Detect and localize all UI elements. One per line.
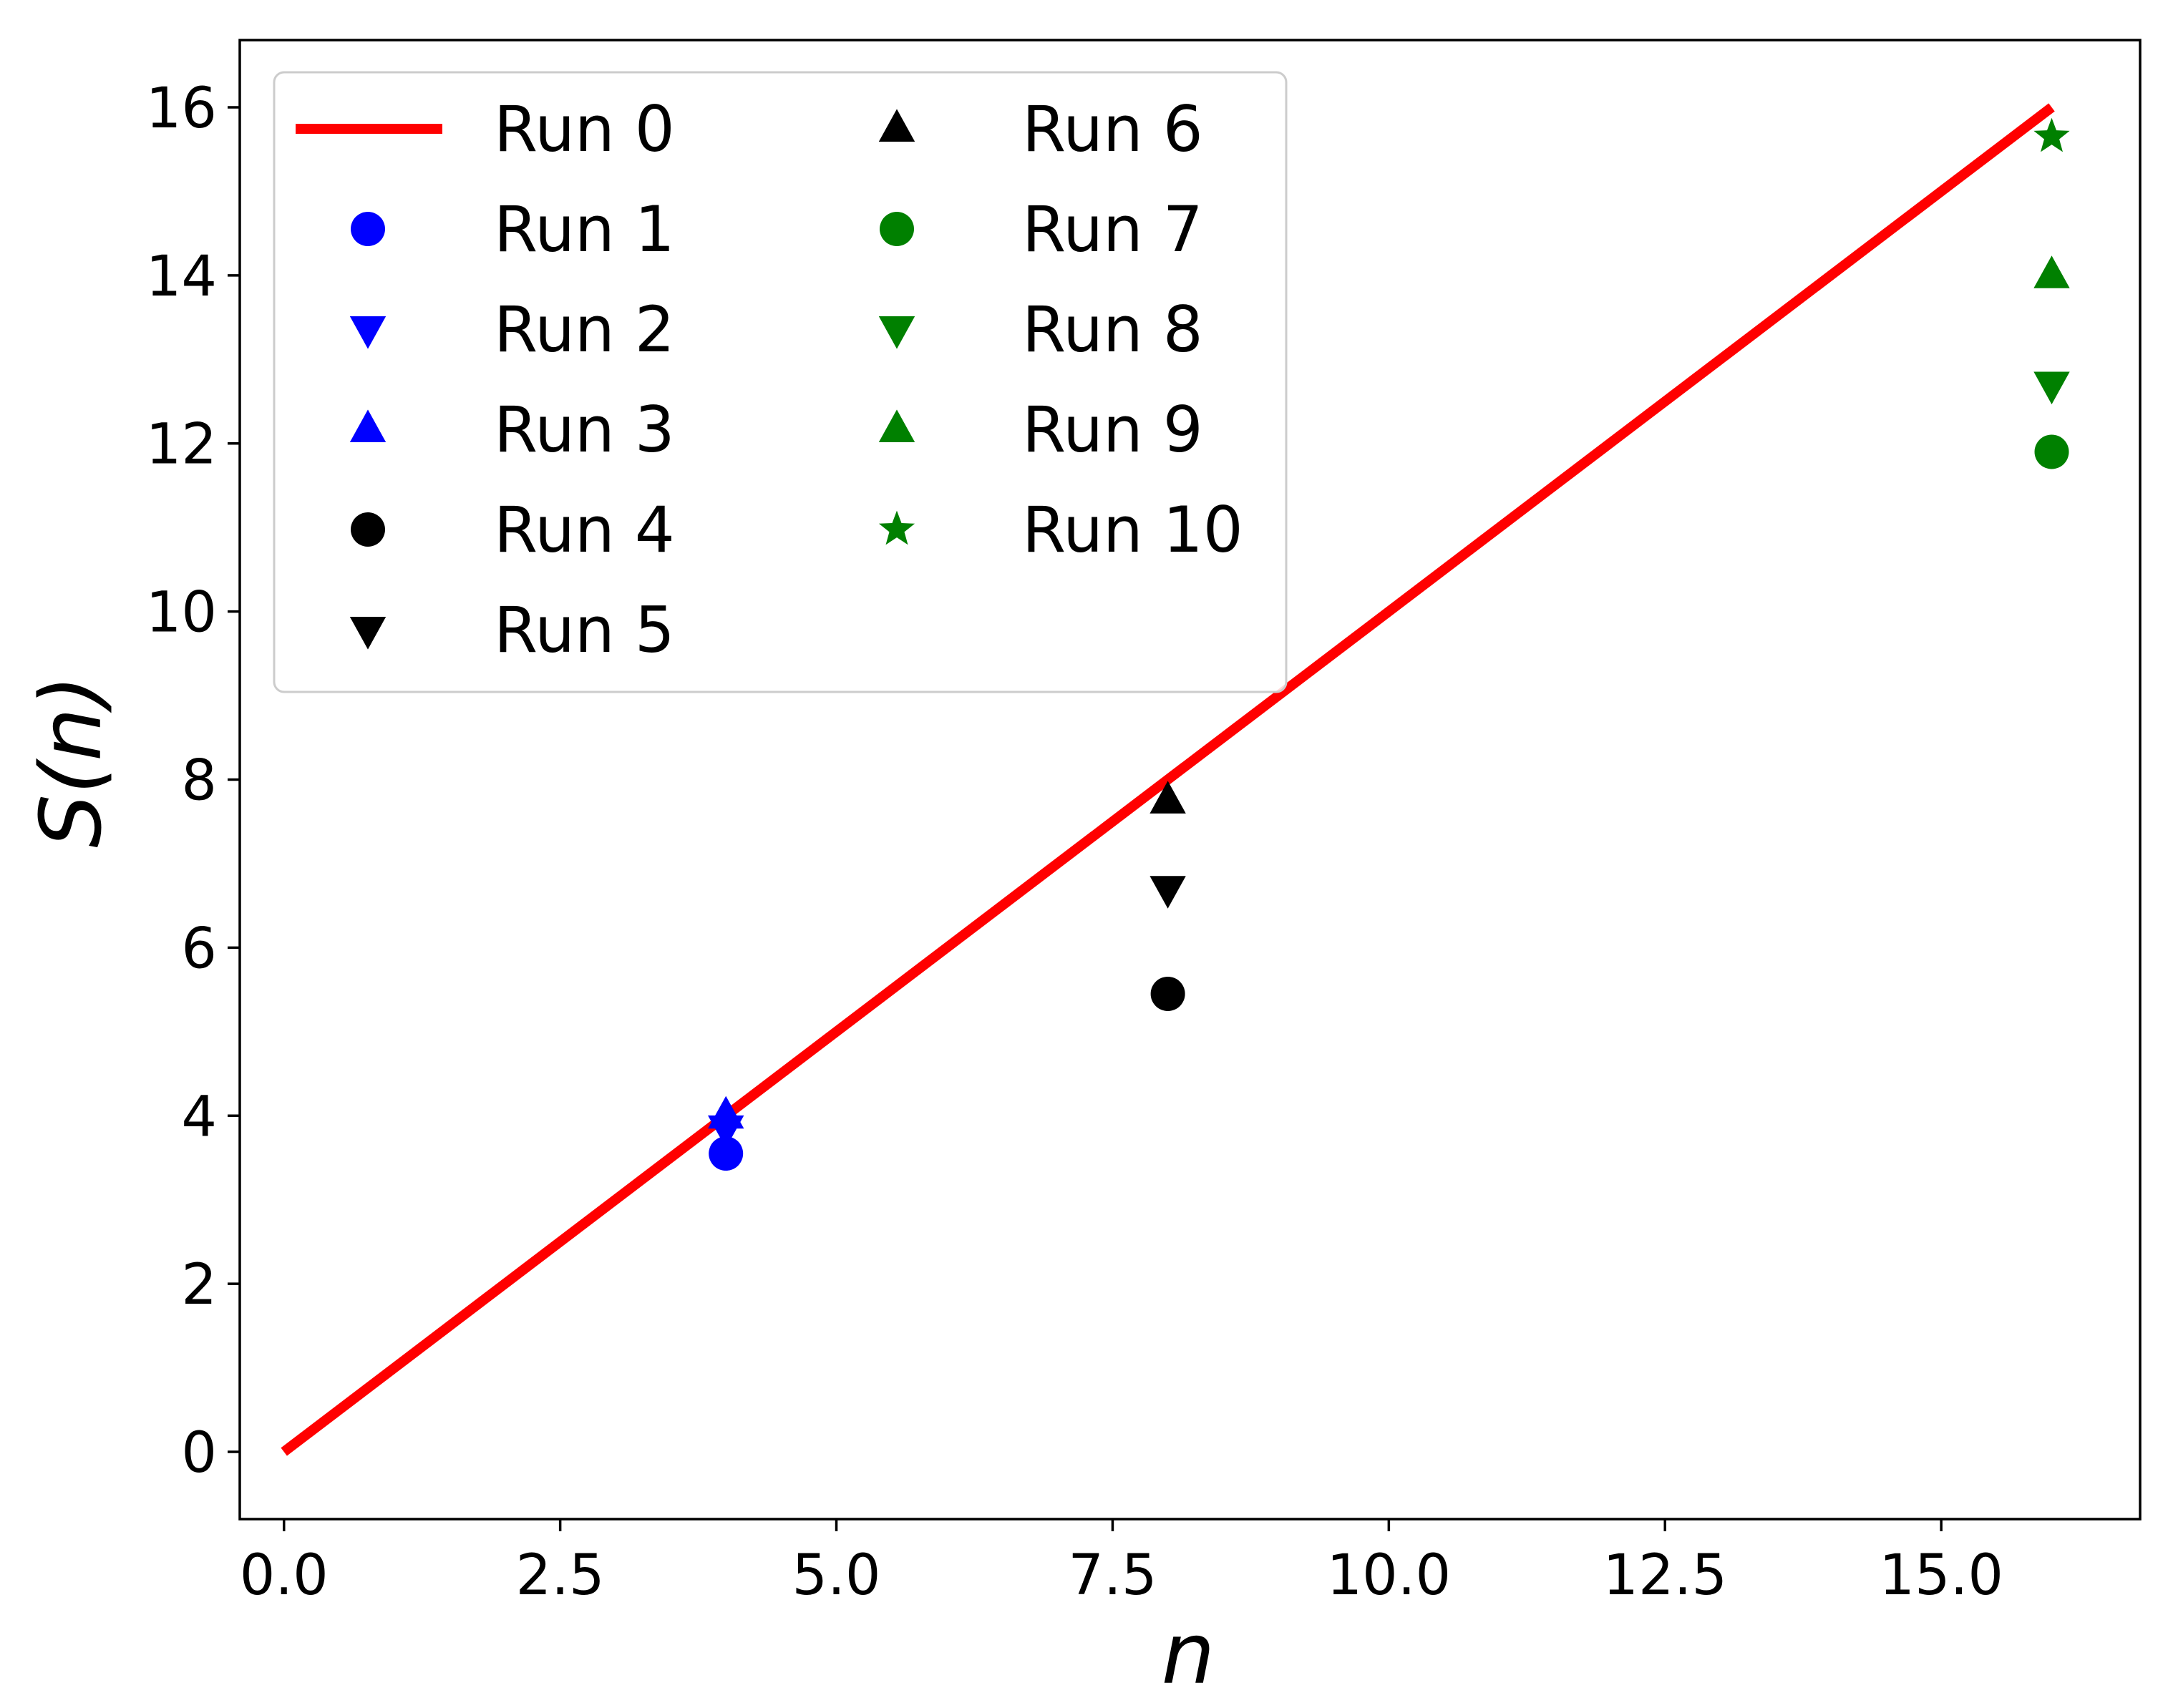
legend-run-4-handle	[351, 512, 385, 547]
x-tick-label: 2.5	[516, 1543, 605, 1608]
y-tick-label: 2	[181, 1253, 217, 1317]
plot-area	[238, 39, 2142, 1521]
legend-run-2-label: Run 2	[494, 293, 675, 366]
legend-run-8-handle	[878, 316, 915, 349]
y-tick-label: 0	[181, 1421, 217, 1485]
axis-ticks: 0.0 2.5 5.0 7.5 10.0 12.5 15.0 0 2 4 6 8 10 12 14 16	[146, 77, 2003, 1608]
x-axis-title: n	[1162, 1604, 1215, 1703]
legend-box	[273, 71, 1288, 693]
series-run-1-point	[709, 1136, 744, 1171]
series-run-3-point	[708, 1095, 744, 1129]
x-tick-label: 0.0	[240, 1543, 329, 1608]
series-run-0-line	[281, 103, 2055, 1456]
y-tick-label: 14	[146, 245, 217, 309]
legend-run-7-handle	[880, 212, 914, 246]
legend-run-3-handle	[349, 409, 387, 442]
legend-run-2-handle	[349, 316, 387, 349]
legend-run-1-handle	[351, 212, 385, 246]
legend-run-10-label: Run 10	[1022, 493, 1243, 567]
x-tick-label: 5.0	[792, 1543, 881, 1608]
legend-run-0-label: Run 0	[494, 92, 675, 166]
series-run-4-point	[1150, 976, 1185, 1011]
series-run-8-point	[2033, 371, 2070, 405]
series-run-5-point	[1149, 876, 1186, 909]
y-tick-label: 10	[146, 581, 217, 645]
x-tick-label: 12.5	[1603, 1543, 1727, 1608]
legend-run-1-label: Run 1	[494, 192, 675, 266]
legend-run-9-handle	[878, 409, 915, 442]
y-axis-title: S(n)	[21, 675, 120, 848]
y-tick-label: 4	[181, 1085, 217, 1149]
series-run-9-point	[2033, 255, 2070, 288]
legend-run-4-label: Run 4	[494, 493, 675, 567]
legend-run-5-handle	[349, 617, 387, 650]
y-tick-label: 6	[181, 917, 217, 981]
y-tick-label: 16	[146, 77, 217, 141]
y-tick-label: 12	[146, 413, 217, 477]
legend-run-6-handle	[878, 109, 915, 142]
series-run-6-point	[1149, 781, 1186, 814]
x-tick-label: 7.5	[1068, 1543, 1157, 1608]
x-tick-label: 10.0	[1327, 1543, 1452, 1608]
legend: Run 0 Run 1 Run 2 Run 3 Run 4 Run 5 Run 6 Run 7…	[273, 71, 1288, 693]
legend-run-10-handle	[878, 510, 915, 545]
legend-run-6-label: Run 6	[1022, 92, 1203, 166]
series-run-7-point	[2034, 434, 2069, 469]
legend-run-5-label: Run 5	[494, 593, 675, 667]
x-tick-label: 15.0	[1879, 1543, 2003, 1608]
y-tick-label: 8	[181, 749, 217, 814]
series-run-10-point	[2033, 117, 2070, 152]
legend-run-9-label: Run 9	[1022, 393, 1203, 467]
legend-run-8-label: Run 8	[1022, 293, 1203, 366]
legend-run-7-label: Run 7	[1022, 192, 1203, 266]
legend-run-3-label: Run 3	[494, 393, 675, 467]
